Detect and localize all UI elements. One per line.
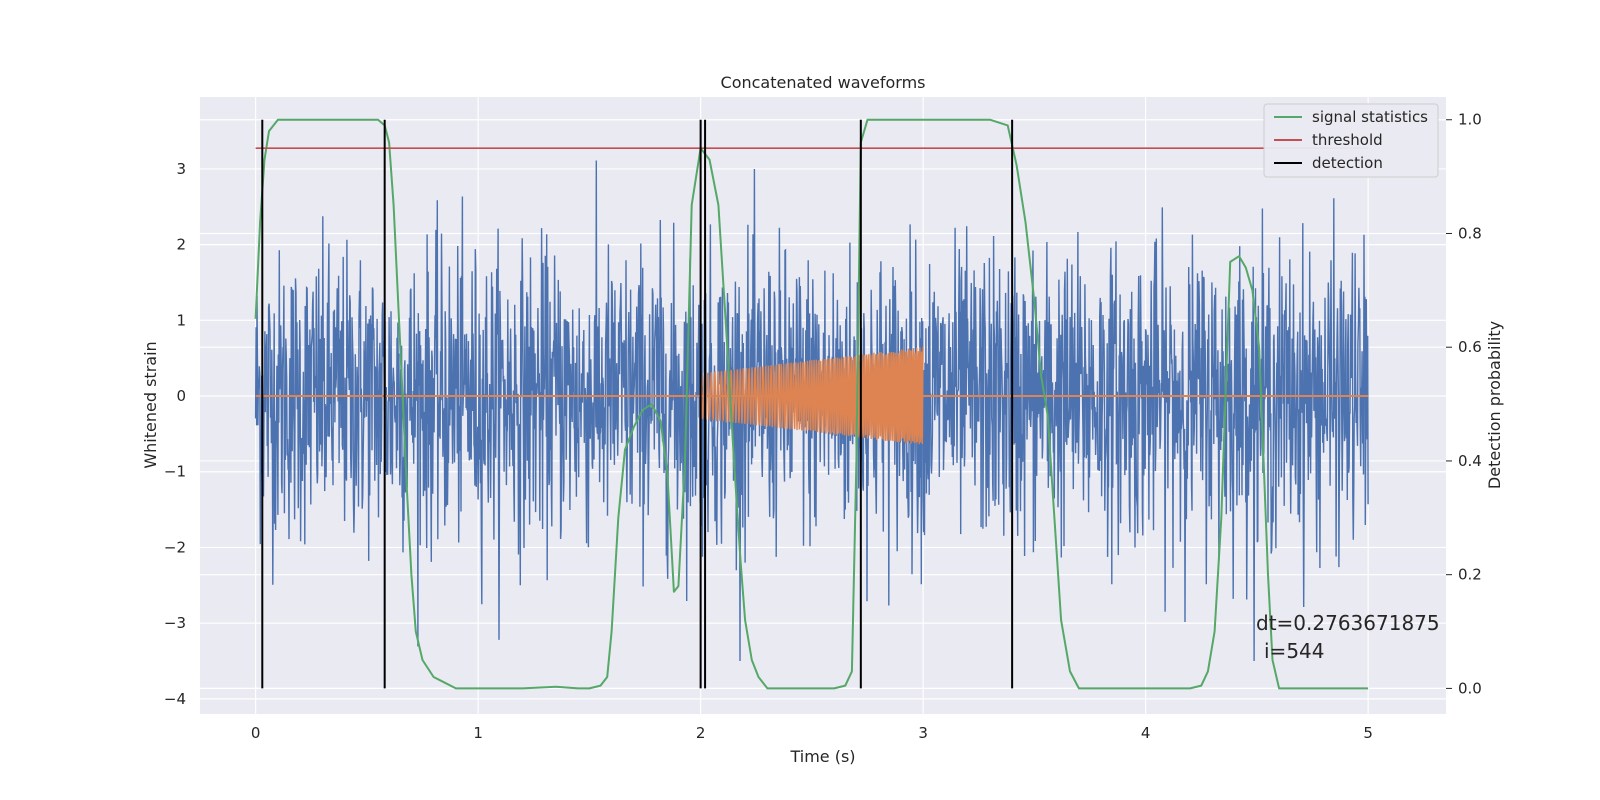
y2-tick-label: 0.2 [1458,566,1482,584]
detection-series [261,119,1014,689]
legend-label-detection: detection [1312,154,1383,172]
x-tick-label: 5 [1363,724,1373,742]
y2-axis-label: Detection probability [1485,321,1504,489]
template-line [699,346,924,445]
chart-title: Concatenated waveforms [721,73,926,92]
x-tick-label: 1 [473,724,483,742]
legend-label-threshold: threshold [1312,131,1383,149]
y-tick-label: −3 [164,614,186,632]
strain-line [254,160,1369,662]
legend-label-signal-statistics: signal statistics [1312,108,1428,126]
ticks: 0 1 2 3 4 5 −4 −3 −2 −1 0 1 2 3 0.0 0.2 0.4 0.6 0.8 1.0 [164,111,1482,742]
strain-series [254,160,1369,662]
y2-tick-label: 0.0 [1458,679,1482,697]
y-tick-label: −4 [164,690,186,708]
y-tick-label: 3 [176,160,186,178]
y-axis-label: Whitened strain [141,341,160,468]
y2-tick-label: 0.8 [1458,224,1482,242]
x-tick-label: 2 [696,724,706,742]
y2-tick-label: 1.0 [1458,111,1482,129]
x-tick-label: 0 [251,724,261,742]
x-tick-label: 3 [918,724,928,742]
annotation-dt: dt=0.2763671875 [1256,611,1440,635]
x-axis-label: Time (s) [789,747,855,766]
y-tick-label: 0 [176,387,186,405]
y-tick-label: −2 [164,538,186,556]
y-tick-label: −1 [164,463,186,481]
annotation-i: i=544 [1264,639,1325,663]
signal-statistics-series [254,118,1369,690]
y-tick-label: 2 [176,236,186,254]
legend: signal statistics threshold detection [1263,103,1439,178]
y-tick-label: 1 [176,311,186,329]
legend-box [1263,103,1439,178]
y2-tick-label: 0.6 [1458,338,1482,356]
x-tick-label: 4 [1141,724,1151,742]
y2-tick-label: 0.4 [1458,452,1482,470]
template-series [255,346,1369,445]
signal-statistics-line [254,118,1369,690]
